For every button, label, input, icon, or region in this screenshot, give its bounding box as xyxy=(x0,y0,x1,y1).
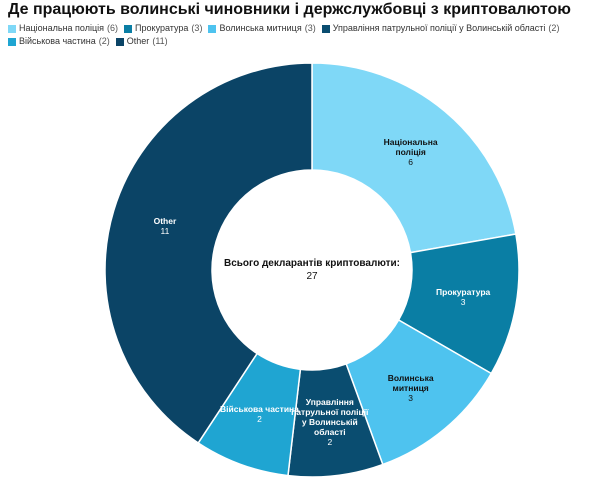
legend-count: 3 xyxy=(191,22,202,35)
slice-name: Волинська митниця xyxy=(387,372,434,393)
slice-label: Прокуратура 3 xyxy=(421,287,505,307)
legend: Національна поліція6Прокуратура3Волинськ… xyxy=(8,22,568,48)
slice-label: Військова частина 2 xyxy=(217,404,301,424)
slice-label: Управління патрульної поліції у Волинськ… xyxy=(288,397,372,447)
center-value: 27 xyxy=(306,271,318,282)
legend-swatch xyxy=(321,24,330,33)
slice-value: 6 xyxy=(408,157,414,168)
legend-count: 3 xyxy=(305,22,316,35)
center-label: Всього декларантів криптовалюти: 27 xyxy=(224,258,400,282)
slice-name: Національна поліція xyxy=(383,137,438,158)
center-text: Всього декларантів криптовалюти: xyxy=(224,258,400,269)
slice-label: Other 11 xyxy=(123,216,207,236)
legend-label: Військова частина xyxy=(19,36,96,46)
legend-label: Волинська митниця xyxy=(219,23,302,33)
slice-name: Прокуратура xyxy=(436,286,491,297)
legend-swatch xyxy=(115,37,124,46)
slice-value: 11 xyxy=(160,225,170,236)
legend-label: Національна поліція xyxy=(19,23,105,33)
slice-label: Волинська митниця 3 xyxy=(369,373,453,403)
legend-item: Управління патрульної поліції у Волинськ… xyxy=(321,22,560,35)
chart-title: Де працюють волинські чиновники і держсл… xyxy=(8,1,571,18)
slice-name: Військова частина xyxy=(220,404,299,415)
slice-value: 2 xyxy=(327,437,333,448)
legend-swatch xyxy=(208,24,217,33)
slice-value: 3 xyxy=(460,296,466,307)
legend-label: Other xyxy=(126,36,150,46)
legend-count: 11 xyxy=(152,35,167,48)
legend-count: 2 xyxy=(548,22,559,35)
slice-value: 3 xyxy=(408,392,414,403)
slice-label: Національна поліція 6 xyxy=(369,137,453,167)
legend-label: Прокуратура xyxy=(135,23,189,33)
donut-slice xyxy=(104,62,313,444)
legend-label: Управління патрульної поліції у Волинськ… xyxy=(332,23,546,33)
slice-value: 2 xyxy=(257,414,262,425)
legend-count: 6 xyxy=(107,22,118,35)
legend-count: 2 xyxy=(99,35,110,48)
donut-slice xyxy=(311,62,517,254)
slice-name: Управління патрульної поліції у Волинськ… xyxy=(291,397,369,438)
legend-swatch xyxy=(8,37,16,46)
slice-name: Other xyxy=(153,215,177,226)
legend-swatch xyxy=(8,24,16,33)
legend-swatch xyxy=(124,24,133,33)
